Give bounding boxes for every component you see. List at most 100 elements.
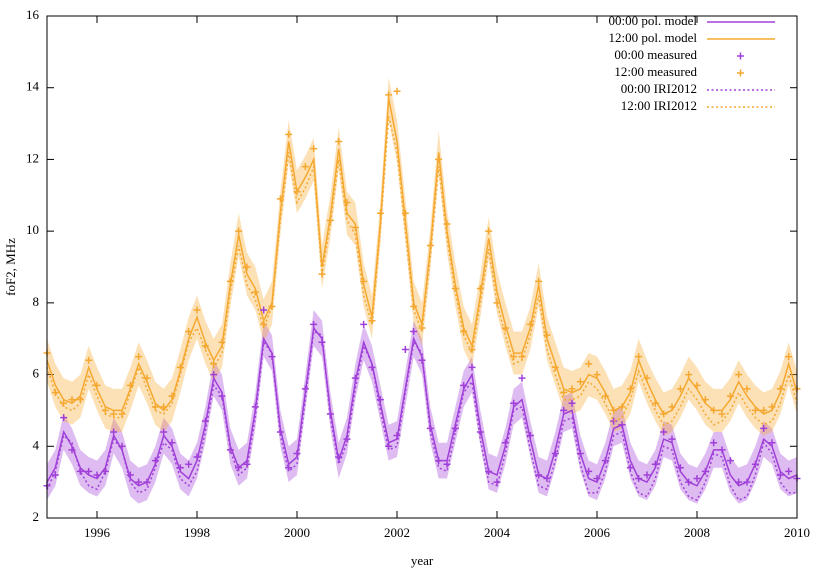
data-point: [418, 356, 426, 364]
data-point: [785, 467, 793, 475]
data-point: [493, 478, 501, 486]
data-point: [768, 403, 776, 411]
data-point: [301, 163, 309, 171]
data-point: [410, 328, 418, 336]
data-point: [360, 277, 368, 285]
data-point: [293, 449, 301, 457]
data-point: [401, 345, 409, 353]
data-point: [551, 449, 559, 457]
data-point: [510, 399, 518, 407]
data-point: [560, 406, 568, 414]
data-point: [543, 475, 551, 483]
data-point: [568, 399, 576, 407]
data-point: [735, 371, 743, 379]
data-point: [51, 389, 59, 396]
legend-label: 00:00 IRI2012: [621, 81, 697, 96]
data-point: [93, 471, 101, 479]
data-point: [601, 392, 609, 400]
data-point: [460, 328, 468, 336]
data-point: [168, 439, 176, 447]
data-point: [243, 263, 251, 271]
data-point: [276, 195, 284, 203]
data-point: [726, 392, 734, 400]
data-point: [110, 428, 118, 436]
data-point: [510, 353, 518, 361]
data-point: [626, 385, 634, 393]
data-point: [251, 403, 259, 411]
data-point: [285, 130, 293, 138]
data-point: [85, 356, 93, 364]
y-tick-label: 10: [26, 222, 39, 237]
data-point: [751, 406, 759, 414]
data-point: [568, 385, 576, 393]
data-point: [685, 478, 693, 486]
y-tick-label: 4: [33, 437, 40, 452]
y-tick-label: 6: [33, 366, 40, 381]
data-point: [676, 464, 684, 472]
data-point: [593, 475, 601, 483]
data-point: [310, 145, 318, 153]
x-tick-label: 2002: [384, 525, 410, 540]
y-tick-label: 16: [26, 7, 40, 22]
data-point: [251, 288, 259, 296]
data-point: [618, 403, 626, 411]
data-point: [676, 385, 684, 393]
x-tick-label: 2006: [584, 525, 611, 540]
data-point: [593, 371, 601, 379]
data-point: [218, 338, 226, 346]
data-point: [468, 363, 476, 371]
data-point: [351, 224, 359, 232]
data-point: [760, 406, 768, 414]
legend-label: 12:00 IRI2012: [621, 98, 697, 113]
data-point: [785, 353, 793, 361]
data-point: [260, 306, 268, 314]
legend-marker: [737, 52, 744, 60]
data-point: [68, 446, 76, 454]
data-point: [635, 475, 643, 483]
uncertainty-band: [47, 76, 797, 436]
data-point: [185, 460, 193, 468]
data-point: [126, 381, 134, 389]
data-point: [735, 478, 743, 486]
data-point: [485, 227, 493, 235]
data-point: [235, 464, 243, 472]
data-point: [235, 227, 243, 235]
data-point: [693, 381, 701, 389]
data-point: [743, 478, 751, 486]
model-line: [46, 98, 798, 415]
data-point: [643, 374, 651, 382]
data-point: [385, 91, 393, 99]
data-point: [651, 460, 659, 468]
data-point: [476, 428, 484, 436]
data-point: [85, 467, 93, 475]
data-point: [518, 353, 526, 361]
data-point: [710, 439, 718, 447]
data-point: [151, 403, 159, 411]
y-tick-label: 8: [33, 294, 40, 309]
data-point: [393, 87, 401, 95]
data-point: [585, 360, 593, 368]
y-axis-label: foF2, MHz: [3, 238, 18, 296]
iri-line: [46, 116, 798, 426]
data-point: [435, 155, 443, 163]
data-point: [635, 353, 643, 361]
data-point: [718, 410, 726, 418]
data-point: [535, 471, 543, 479]
data-point: [660, 428, 668, 436]
data-point: [168, 392, 176, 400]
data-point: [701, 396, 709, 404]
data-point: [135, 478, 143, 486]
legend-label: 00:00 measured: [614, 47, 697, 62]
data-point: [376, 209, 384, 217]
data-point: [160, 403, 168, 411]
data-point: [451, 424, 459, 432]
data-point: [301, 385, 309, 393]
data-point: [401, 209, 409, 217]
data-point: [610, 417, 618, 425]
data-point: [210, 371, 218, 379]
data-point: [668, 403, 676, 411]
data-point: [601, 457, 609, 465]
legend-label: 00:00 pol. model: [609, 13, 698, 28]
data-point: [576, 378, 584, 386]
data-point: [143, 374, 151, 382]
